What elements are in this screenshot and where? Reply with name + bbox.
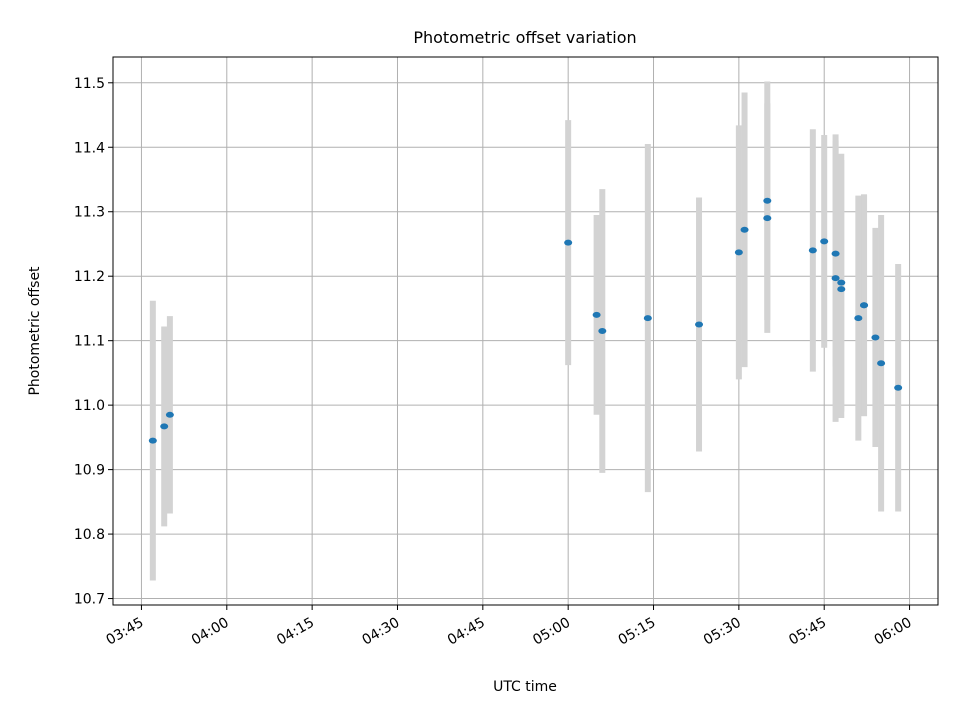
data-point	[643, 315, 652, 322]
data-point	[894, 384, 903, 391]
data-point	[808, 247, 817, 254]
data-point	[763, 215, 772, 222]
data-point	[564, 239, 573, 246]
chart-title: Photometric offset variation	[413, 28, 636, 47]
y-tick-label: 11.5	[74, 76, 105, 92]
y-tick-label: 11.3	[74, 205, 105, 221]
data-point	[837, 279, 846, 286]
y-tick-label: 11.1	[74, 334, 105, 350]
data-point	[763, 197, 772, 204]
data-point	[165, 411, 174, 418]
y-axis-label: Photometric offset	[27, 266, 43, 396]
y-tick-label: 11.0	[74, 398, 105, 414]
data-point	[740, 226, 749, 233]
data-point	[837, 286, 846, 293]
data-point	[820, 238, 829, 245]
y-tick-label: 10.7	[74, 592, 105, 608]
data-point	[598, 328, 607, 334]
data-point	[148, 437, 157, 444]
y-tick-label: 11.2	[74, 269, 105, 285]
data-points	[148, 197, 903, 444]
y-tick-label: 10.9	[74, 463, 105, 479]
data-point	[860, 302, 869, 309]
data-point	[592, 311, 601, 318]
data-point	[831, 275, 840, 282]
x-axis-label: UTC time	[493, 679, 557, 695]
y-axis-ticks: 10.7 10.8 10.9 11.0 11.1 11.2 11.3 11.4 11.5	[74, 76, 113, 608]
y-tick-label: 10.8	[74, 527, 105, 543]
y-tick-label: 11.4	[74, 140, 105, 156]
data-point	[831, 250, 840, 257]
data-point	[854, 315, 863, 322]
plot-frame	[112, 56, 939, 606]
data-point	[877, 360, 886, 367]
data-point	[734, 249, 743, 256]
data-point	[871, 334, 880, 341]
data-point	[695, 321, 704, 328]
data-point	[160, 423, 169, 430]
